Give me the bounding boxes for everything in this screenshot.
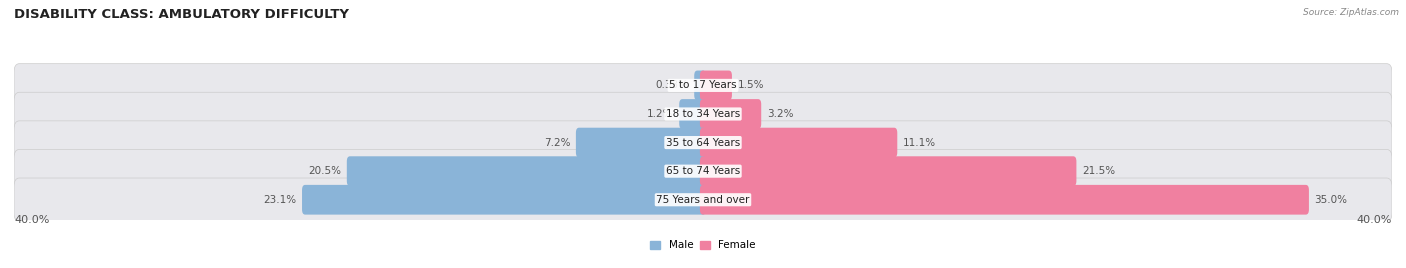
Text: 7.2%: 7.2% xyxy=(544,137,571,148)
FancyBboxPatch shape xyxy=(14,92,1392,136)
Text: 21.5%: 21.5% xyxy=(1083,166,1115,176)
Text: 1.2%: 1.2% xyxy=(647,109,673,119)
Text: 0.33%: 0.33% xyxy=(655,80,689,90)
FancyBboxPatch shape xyxy=(347,156,706,186)
FancyBboxPatch shape xyxy=(700,156,1077,186)
FancyBboxPatch shape xyxy=(14,178,1392,221)
Text: 23.1%: 23.1% xyxy=(263,195,297,205)
Text: 1.5%: 1.5% xyxy=(738,80,763,90)
FancyBboxPatch shape xyxy=(576,128,706,157)
Text: DISABILITY CLASS: AMBULATORY DIFFICULTY: DISABILITY CLASS: AMBULATORY DIFFICULTY xyxy=(14,8,349,21)
Text: 40.0%: 40.0% xyxy=(1357,215,1392,225)
Text: 65 to 74 Years: 65 to 74 Years xyxy=(666,166,740,176)
FancyBboxPatch shape xyxy=(14,121,1392,164)
Text: 35 to 64 Years: 35 to 64 Years xyxy=(666,137,740,148)
Text: 18 to 34 Years: 18 to 34 Years xyxy=(666,109,740,119)
Text: 5 to 17 Years: 5 to 17 Years xyxy=(669,80,737,90)
Legend: Male, Female: Male, Female xyxy=(648,238,758,252)
Text: Source: ZipAtlas.com: Source: ZipAtlas.com xyxy=(1303,8,1399,17)
FancyBboxPatch shape xyxy=(302,185,706,215)
FancyBboxPatch shape xyxy=(14,64,1392,107)
Text: 11.1%: 11.1% xyxy=(903,137,936,148)
Text: 20.5%: 20.5% xyxy=(308,166,342,176)
Text: 3.2%: 3.2% xyxy=(766,109,793,119)
FancyBboxPatch shape xyxy=(679,99,706,129)
FancyBboxPatch shape xyxy=(700,99,761,129)
FancyBboxPatch shape xyxy=(695,70,706,100)
FancyBboxPatch shape xyxy=(14,150,1392,193)
Text: 40.0%: 40.0% xyxy=(14,215,49,225)
FancyBboxPatch shape xyxy=(700,185,1309,215)
Text: 75 Years and over: 75 Years and over xyxy=(657,195,749,205)
Text: 35.0%: 35.0% xyxy=(1315,195,1347,205)
FancyBboxPatch shape xyxy=(700,70,733,100)
FancyBboxPatch shape xyxy=(700,128,897,157)
